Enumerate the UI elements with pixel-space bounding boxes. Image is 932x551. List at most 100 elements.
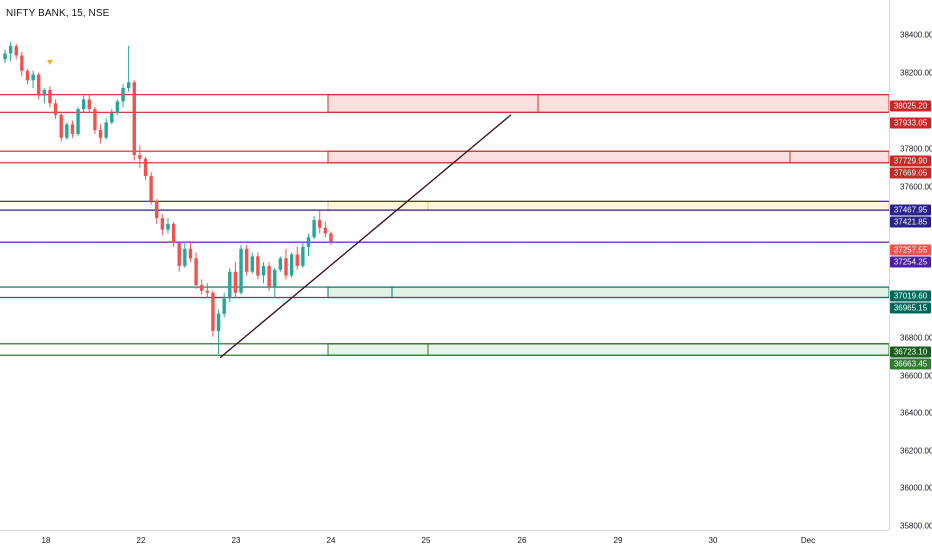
candle-body <box>318 220 322 228</box>
candle-body <box>126 82 131 89</box>
price-badge-37421: 37421.85 <box>890 216 931 228</box>
candle-body <box>216 313 221 332</box>
candle-body <box>138 154 142 159</box>
candle-body <box>115 101 120 113</box>
candle-body <box>76 109 80 134</box>
candle-body <box>87 99 91 110</box>
price-badge-37019: 37019.60 <box>890 290 931 302</box>
candle-body <box>20 55 24 71</box>
candle-body <box>48 89 52 104</box>
zone-rect <box>327 150 889 164</box>
candle-body <box>228 271 232 299</box>
price-badge-37254: 37254.25 <box>890 256 931 268</box>
price-badge-36965: 36965.15 <box>890 302 931 314</box>
candle-body <box>284 258 288 276</box>
candle-body <box>37 74 41 96</box>
candle-body <box>65 124 69 138</box>
candle-body <box>289 254 294 276</box>
last-price-badge: 37257.55 <box>890 244 931 256</box>
candle-body <box>250 256 254 272</box>
candle-body <box>171 223 176 243</box>
candle-body <box>256 256 260 276</box>
candle-body <box>183 248 187 266</box>
candle-body <box>278 258 283 270</box>
time-tick: Dec <box>800 536 816 545</box>
candle-body <box>104 122 108 138</box>
candle-body <box>160 218 165 230</box>
candle-body <box>222 298 226 314</box>
price-tick: 36800.00 <box>900 333 932 343</box>
candle-body <box>42 89 47 96</box>
price-badge-37467: 37467.95 <box>890 204 931 216</box>
candle-body <box>31 74 35 81</box>
candle-body <box>295 254 299 266</box>
candle-body <box>301 246 305 266</box>
candle-body <box>98 130 103 138</box>
price-badge-36663: 36663.45 <box>890 358 931 370</box>
price-badge-37933: 37933.05 <box>890 117 931 129</box>
candle-body <box>188 248 193 259</box>
candle-body <box>8 45 13 54</box>
price-tick: 36600.00 <box>900 371 932 381</box>
candle-body <box>177 242 181 266</box>
time-tick: 25 <box>421 536 431 545</box>
zone-rect <box>327 286 889 298</box>
price-tick: 38200.00 <box>900 68 932 78</box>
time-axis[interactable]: 18 22 23 24 25 26 29 30 Dec <box>0 530 889 551</box>
candle-body <box>273 269 277 288</box>
zone-rect <box>327 94 889 113</box>
time-tick: 22 <box>136 536 146 545</box>
time-tick: 18 <box>41 536 51 545</box>
price-tick: 37800.00 <box>900 144 932 154</box>
candle-body <box>166 223 170 230</box>
candle-body <box>312 220 316 238</box>
candlestick-chart[interactable] <box>0 0 889 530</box>
trendline <box>219 114 512 359</box>
time-tick: 24 <box>326 536 336 545</box>
price-tick: 36000.00 <box>900 483 932 493</box>
price-tick: 35800.00 <box>900 521 932 531</box>
time-tick: 26 <box>517 536 527 545</box>
candle-body <box>149 176 153 201</box>
price-badge-37669: 37669.05 <box>890 167 931 179</box>
price-tick: 38400.00 <box>900 30 932 40</box>
candle-body <box>93 109 97 131</box>
candle-body <box>70 124 75 134</box>
candle-body <box>211 292 215 332</box>
candle-body <box>132 82 136 155</box>
candle-body <box>59 114 63 138</box>
candle-body <box>25 70 30 81</box>
candle-body <box>143 158 148 177</box>
candle-body <box>81 99 86 110</box>
candle-body <box>323 227 328 234</box>
candle-body <box>3 53 7 60</box>
price-badge-36723: 36723.10 <box>890 346 931 358</box>
symbol-title[interactable]: NIFTY BANK, 15, NSE <box>6 8 110 19</box>
candle-body <box>239 248 243 293</box>
chart-pane[interactable]: NIFTY BANK, 15, NSE <box>0 0 889 530</box>
candle-body <box>205 290 210 293</box>
zone-rect <box>327 200 889 211</box>
price-tick: 36400.00 <box>900 408 932 418</box>
price-axis[interactable]: 38400.00 38200.00 37800.00 37600.00 3680… <box>889 0 932 531</box>
candle-body <box>155 200 159 219</box>
candle-body <box>110 112 114 123</box>
time-tick: 23 <box>231 536 241 545</box>
candle-body <box>53 103 58 115</box>
candle-body <box>194 258 198 286</box>
candle-body <box>329 233 333 242</box>
time-tick: 29 <box>613 536 623 545</box>
time-tick: 30 <box>708 536 718 545</box>
candle-body <box>121 88 125 102</box>
candle-body <box>200 285 204 291</box>
price-tick: 37600.00 <box>900 182 932 192</box>
price-badge-37729: 37729.90 <box>890 155 931 167</box>
candle-body <box>14 45 18 56</box>
candle-body <box>233 271 238 293</box>
candle-body <box>306 237 311 247</box>
candle-body <box>261 265 266 276</box>
candle-body <box>244 248 249 272</box>
price-badge-38025: 38025.20 <box>890 100 931 112</box>
price-tick: 36200.00 <box>900 446 932 456</box>
